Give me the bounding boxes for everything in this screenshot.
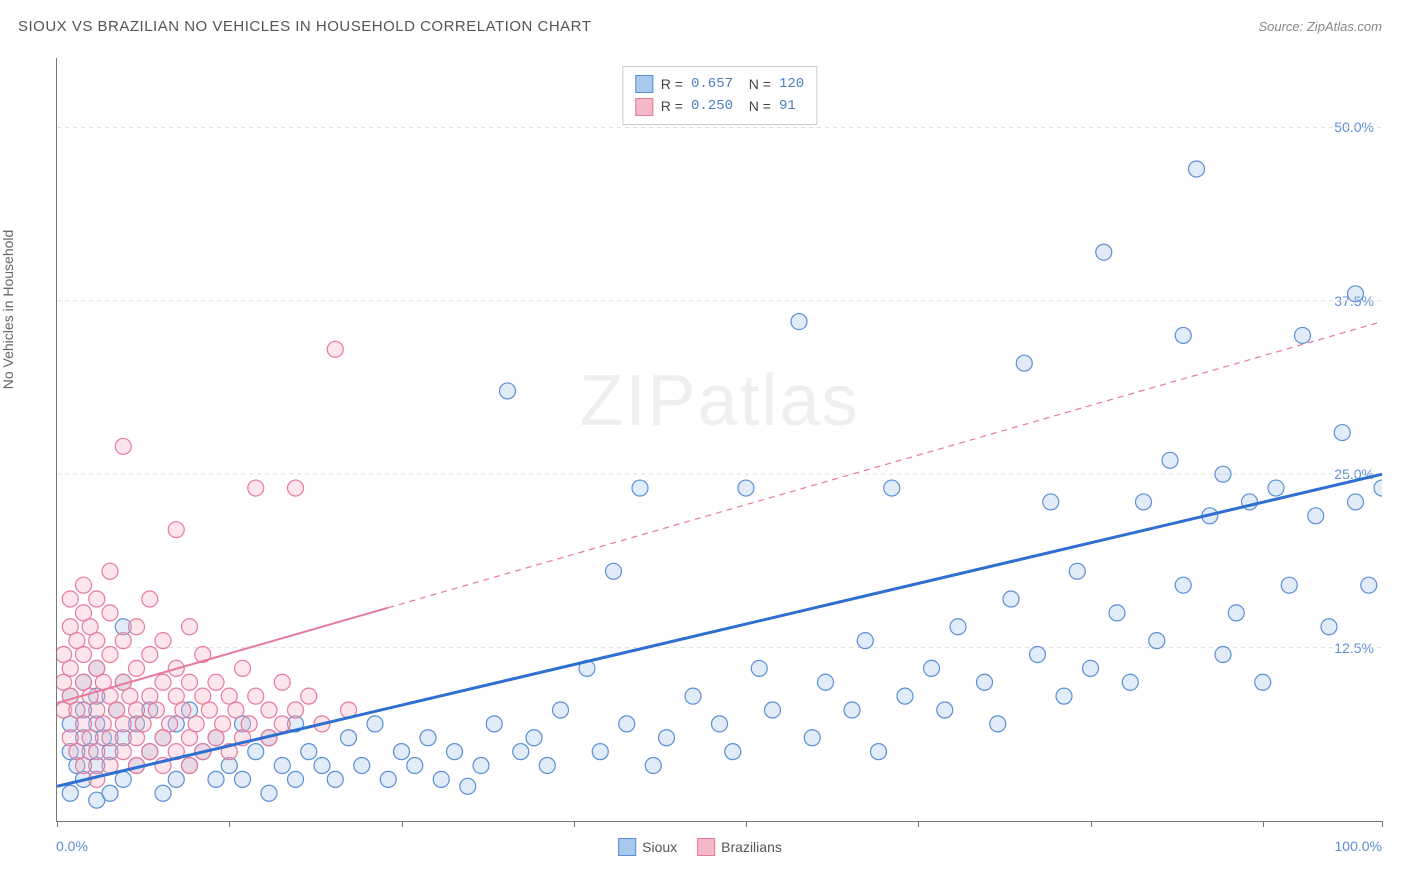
swatch-brazilians (635, 98, 653, 116)
x-axis-max-label: 100.0% (1335, 838, 1382, 854)
legend-label: Sioux (642, 839, 677, 855)
x-tick (402, 821, 403, 827)
x-axis-min-label: 0.0% (56, 838, 88, 854)
x-tick (574, 821, 575, 827)
correlation-legend: R = 0.657 N = 120 R = 0.250 N = 91 (622, 66, 817, 125)
legend-item: Brazilians (697, 838, 782, 856)
chart-title: SIOUX VS BRAZILIAN NO VEHICLES IN HOUSEH… (18, 18, 591, 35)
chart-container: No Vehicles in Household ZIPatlas R = 0.… (18, 50, 1382, 872)
x-tick (229, 821, 230, 827)
swatch-sioux (635, 75, 653, 93)
header: SIOUX VS BRAZILIAN NO VEHICLES IN HOUSEH… (0, 0, 1406, 35)
source-attribution: Source: ZipAtlas.com (1258, 19, 1382, 34)
x-tick (57, 821, 58, 827)
plot-area: ZIPatlas R = 0.657 N = 120 R = 0.250 N =… (56, 58, 1382, 822)
x-tick (1263, 821, 1264, 827)
swatch-icon (618, 838, 636, 856)
x-tick (1091, 821, 1092, 827)
scatter-svg (57, 58, 1382, 821)
swatch-icon (697, 838, 715, 856)
legend-label: Brazilians (721, 839, 782, 855)
x-tick (1382, 821, 1383, 827)
legend-item: Sioux (618, 838, 677, 856)
y-axis-label: No Vehicles in Household (0, 230, 16, 390)
x-tick (746, 821, 747, 827)
legend-row-brazilians: R = 0.250 N = 91 (635, 95, 804, 117)
x-tick (918, 821, 919, 827)
legend-row-sioux: R = 0.657 N = 120 (635, 73, 804, 95)
series-legend: Sioux Brazilians (618, 838, 782, 856)
